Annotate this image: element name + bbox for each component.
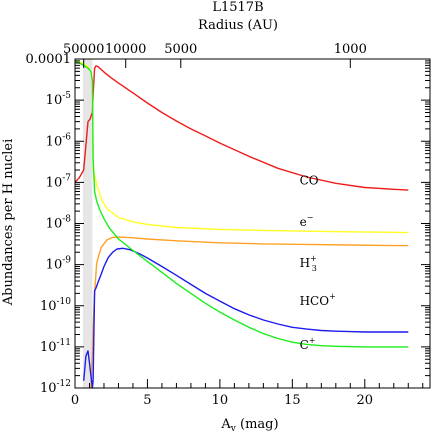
- series-label-4: C+: [300, 336, 316, 352]
- text-layer: L1517B Radius (AU) Abundances per H nucl…: [1, 0, 374, 434]
- y-tick-label: 10-11: [40, 338, 71, 355]
- series-line-0: [74, 65, 409, 191]
- series-line-2: [90, 236, 409, 389]
- shaded-region-layer: [82, 59, 93, 388]
- y-axis-label: Abundances per H nuclei: [1, 139, 16, 307]
- series-line-3: [83, 247, 409, 389]
- x-tick-label: 0: [71, 393, 79, 408]
- top-axis-label: Radius (AU): [198, 18, 278, 33]
- y-tick-label: 10-12: [40, 379, 71, 396]
- top-tick-label: 1000: [334, 42, 367, 57]
- y-tick-label: 10-10: [40, 297, 71, 314]
- series-label-0: CO: [300, 174, 319, 188]
- y-tick-label: 10-7: [46, 173, 72, 190]
- x-tick-label: 15: [284, 393, 301, 408]
- top-tick-label: 10000: [105, 42, 146, 57]
- y-tick-label: 10-6: [46, 132, 72, 149]
- frame-layer: [74, 58, 431, 389]
- top-tick-label: 5000: [164, 42, 197, 57]
- series-label-1: e−: [300, 213, 314, 229]
- x-tick-label: 5: [143, 393, 151, 408]
- series-label-3: HCO+: [300, 292, 336, 308]
- y-tick-label: 0.0001: [26, 52, 72, 67]
- series-line-4: [74, 60, 409, 348]
- shaded-region: [82, 59, 93, 388]
- chart-title: L1517B: [212, 0, 263, 15]
- x-tick-label: 20: [357, 393, 374, 408]
- y-tick-label: 10-5: [46, 91, 72, 108]
- top-tick-label: 50000: [63, 42, 104, 57]
- series-layer: [74, 60, 409, 389]
- x-axis-label: Av (mag): [220, 417, 278, 432]
- plot-frame: [74, 58, 431, 389]
- y-tick-label: 10-9: [46, 256, 72, 273]
- y-tick-label: 10-8: [46, 215, 72, 232]
- series-label-2: H+ 3: [300, 254, 317, 273]
- x-tick-label: 10: [212, 393, 229, 408]
